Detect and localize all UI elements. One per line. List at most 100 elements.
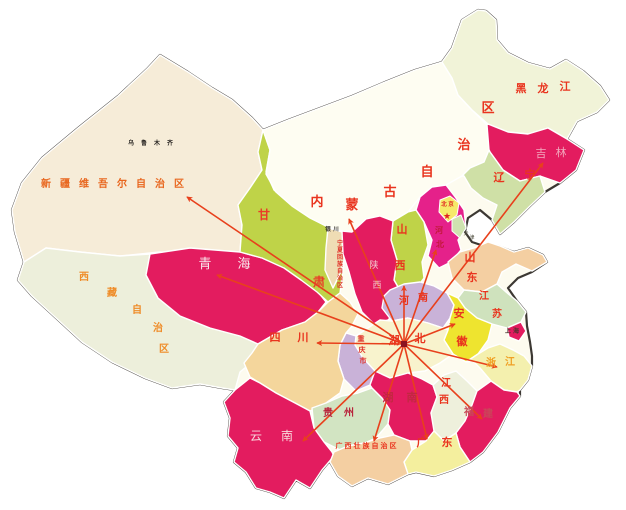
- province-label-neimenggu: 古: [383, 184, 396, 200]
- province-label-shandong: 东: [467, 270, 478, 284]
- city-label: 鲁: [141, 139, 147, 147]
- province-label-chongqing: 庆: [358, 345, 366, 354]
- province-label-anhui: 安: [454, 306, 465, 320]
- province-label-fujian: 福: [463, 405, 474, 418]
- province-label-xinjiang: 治: [155, 177, 165, 190]
- arrows-layer: [186, 162, 544, 442]
- province-label-xinjiang: 维: [79, 177, 89, 190]
- province-label-guangxi: 治: [381, 441, 388, 450]
- province-label-shanxi: 西: [395, 259, 406, 272]
- province-label-liaoning: 宁: [525, 167, 536, 181]
- province-label-jilin: 吉: [536, 147, 547, 160]
- province-label-ningxia: 宁: [337, 239, 343, 247]
- province-label-chongqing: 市: [360, 356, 367, 365]
- province-guangxi: [329, 434, 413, 487]
- city-label: 京: [448, 200, 454, 208]
- province-label-hebei: 河: [435, 225, 443, 235]
- arrow-to-福建: [403, 343, 483, 420]
- province-label-yunnan: 南: [281, 428, 293, 443]
- province-label-ningxia: 夏: [336, 246, 344, 254]
- province-label-guizhou: 贵: [323, 406, 333, 419]
- city-label: 齐: [167, 139, 174, 147]
- province-label-guangxi: 广: [336, 441, 343, 450]
- province-label-zhejiang: 浙: [486, 356, 496, 369]
- province-fujian: [455, 380, 521, 463]
- arrow-to-新疆维吾尔自治区: [186, 196, 405, 345]
- arrow-to-北京: [403, 249, 438, 345]
- province-zhejiang: [465, 343, 533, 393]
- provinces-layer: [11, 9, 610, 499]
- province-label-hubei: 湖: [389, 333, 400, 347]
- province-label-sichuan: 四: [270, 331, 281, 344]
- city-label: 北: [441, 200, 447, 208]
- province-label-hebei: 北: [436, 239, 444, 249]
- province-label-jiangxi: 西: [439, 394, 449, 406]
- province-label-jiangxi: 江: [441, 376, 451, 389]
- arrow-to-青海: [216, 273, 405, 345]
- province-label-gansu: 肃: [313, 274, 325, 289]
- province-label-heilongjiang: 江: [560, 79, 571, 93]
- province-label-ningxia: 族: [337, 260, 344, 268]
- province-beijing: [438, 195, 460, 223]
- province-label-anhui: 徽: [456, 334, 469, 348]
- arrow-to-广东: [403, 343, 429, 440]
- province-label-tianjin: 津: [469, 234, 474, 241]
- beijing-star-icon: ★: [443, 212, 451, 222]
- province-label-guangxi: 自: [372, 441, 379, 450]
- labels-layer: 新疆维吾尔自治区西藏自治区青 海甘肃内 蒙古自治区宁夏回族自治区黑龙江吉 林辽 宁河北天…: [41, 79, 571, 450]
- province-label-henan: 河: [399, 295, 409, 307]
- arrow-to-内蒙古自治区: [348, 218, 405, 345]
- province-label-xizang: 区: [159, 343, 169, 355]
- province-label-neimenggu: 内: [310, 194, 323, 210]
- province-label-hunan: 湖: [383, 390, 394, 404]
- province-label-xinjiang: 尔: [116, 177, 127, 190]
- province-label-shaanxi: 西: [372, 280, 381, 291]
- province-label-xizang: 西: [79, 271, 89, 283]
- province-label-guizhou: 州: [343, 407, 354, 419]
- province-label-sichuan: 川: [297, 331, 309, 344]
- province-label-neimenggu: 自: [420, 164, 433, 180]
- hub-marker: [401, 341, 407, 347]
- province-label-shanxi: 山: [397, 222, 408, 236]
- province-label-fujian: 建: [482, 407, 494, 420]
- province-label-qinghai: 海: [237, 257, 250, 272]
- province-label-neimenggu: 区: [481, 101, 494, 116]
- province-liaoning: [461, 149, 546, 235]
- province-label-xinjiang: 吾: [98, 178, 108, 190]
- province-label-zhejiang: 江: [505, 355, 515, 368]
- province-label-neimenggu: 蒙: [345, 197, 358, 213]
- province-label-xizang: 自: [132, 303, 142, 316]
- province-label-guangxi: 壮: [354, 441, 361, 450]
- city-label: 乌: [128, 139, 134, 147]
- city-label: 木: [153, 139, 161, 147]
- province-label-yunnan: 云: [250, 429, 262, 443]
- province-label-shaanxi: 陕: [369, 259, 378, 271]
- province-label-shanghai: 海: [513, 327, 519, 335]
- arrow-to-浙江: [403, 343, 498, 369]
- province-label-heilongjiang: 龙: [537, 81, 549, 95]
- province-label-neimenggu: 治: [457, 137, 470, 153]
- arrow-to-吉林: [403, 162, 544, 345]
- province-label-heilongjiang: 黑: [516, 82, 527, 95]
- province-label-xinjiang: 区: [174, 178, 184, 190]
- province-label-shandong: 山: [465, 250, 476, 264]
- province-label-qinghai: 青: [198, 257, 211, 272]
- province-xinjiang: [11, 54, 264, 263]
- province-label-liaoning: 辽: [494, 171, 506, 184]
- province-label-guangxi: 区: [390, 442, 397, 450]
- province-label-ningxia: 治: [337, 274, 343, 282]
- province-label-xinjiang: 自: [136, 177, 146, 190]
- arrow-to-四川: [316, 340, 405, 347]
- province-shanghai: [506, 321, 527, 342]
- province-label-jiangsu: 苏: [492, 307, 502, 320]
- arrow-to-安徽: [403, 323, 456, 345]
- province-label-guangdong: 广: [417, 435, 428, 449]
- province-label-ningxia: 区: [337, 281, 343, 289]
- province-label-shanghai: 上: [505, 327, 511, 335]
- province-label-tianjin: 天: [463, 231, 468, 237]
- province-tianjin: [451, 214, 467, 239]
- province-label-ningxia: 自: [337, 267, 343, 275]
- province-label-xinjiang: 新: [41, 177, 51, 190]
